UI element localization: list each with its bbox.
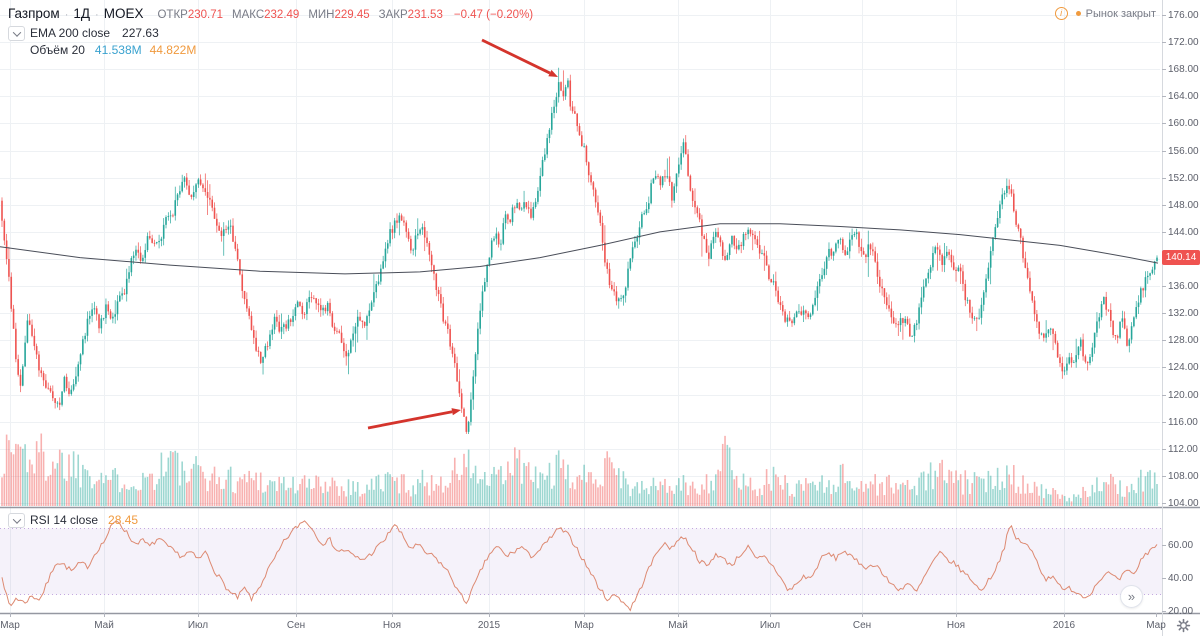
rsi-value: 28.45 (108, 513, 139, 527)
time-tick-label: Ноя (382, 620, 402, 631)
price-tick-label: 164.00 (1168, 91, 1199, 103)
time-tick-label: Ноя (946, 620, 966, 631)
rsi-collapse-button[interactable] (8, 513, 25, 528)
symbol-header: Газпром · 1Д · MOEX ОТКР230.71 МАКС232.49… (8, 6, 533, 21)
rsi-label: RSI 14 close (30, 513, 99, 527)
info-icon[interactable]: i (1054, 7, 1068, 20)
price-tick-label: 124.00 (1168, 362, 1199, 374)
last-price-tag: 140.14 (1162, 250, 1200, 265)
market-status-label: Рынок закрыт (1085, 7, 1156, 20)
price-tick-label: 148.00 (1168, 199, 1199, 211)
price-tick-label: 156.00 (1168, 145, 1199, 157)
rsi-tick-label: 20.00 (1168, 606, 1194, 617)
legend-collapse-button[interactable] (8, 26, 25, 41)
ema-label: EMA 200 close (30, 26, 111, 40)
chevron-down-icon (12, 27, 21, 37)
time-tick-label: Июл (187, 620, 209, 631)
high-value: 232.49 (264, 9, 300, 21)
volume-label: Объём 20 (30, 43, 85, 57)
rsi-tick-label: 60.00 (1168, 540, 1194, 551)
gear-icon[interactable] (1176, 618, 1191, 633)
open-label: ОТКР (157, 9, 188, 21)
price-tick-label: 108.00 (1168, 470, 1199, 482)
expand-indicator-button[interactable]: » (1120, 585, 1143, 608)
price-tick-label: 160.00 (1168, 118, 1199, 130)
price-tick-label: 152.00 (1168, 172, 1199, 184)
time-tick-label: Мар (1146, 620, 1166, 631)
volume-value: 41.538M (94, 43, 142, 57)
price-tick-label: 176.00 (1168, 10, 1199, 21)
time-tick-label: 2016 (1052, 620, 1076, 631)
close-label: ЗАКР (378, 9, 408, 21)
price-tick-label: 136.00 (1168, 281, 1199, 293)
price-tick-label: 132.00 (1168, 308, 1199, 320)
symbol-name[interactable]: Газпром (8, 6, 60, 21)
separator-dot: · (64, 9, 69, 21)
time-tick-label: Сен (286, 620, 306, 631)
interval-label[interactable]: 1Д (73, 6, 91, 21)
separator-dot: · (95, 9, 99, 21)
market-status: i Рынок закрыт (1054, 7, 1156, 20)
price-tick-label: 128.00 (1168, 335, 1199, 347)
market-status-dot (1075, 11, 1081, 16)
price-tick-label: 116.00 (1168, 416, 1198, 428)
price-tick-label: 168.00 (1168, 64, 1199, 76)
time-tick-label: Май (94, 620, 114, 631)
time-tick-label: 2015 (477, 620, 501, 631)
price-tick-label: 112.00 (1168, 443, 1198, 455)
ohlc-values: ОТКР230.71 МАКС232.49 МИН229.45 ЗАКР231.53−… (157, 9, 533, 21)
price-tick-label: 144.00 (1168, 226, 1199, 238)
volume-legend-row[interactable]: Объём 20 41.538M 44.822M (30, 43, 196, 57)
ema-value: 227.63 (122, 26, 159, 40)
time-tick-label: Июл (759, 620, 781, 631)
open-value: 230.71 (187, 9, 224, 21)
rsi-legend-row[interactable]: RSI 14 close 28.45 (30, 513, 138, 527)
rsi-tick-label: 40.00 (1168, 573, 1194, 584)
high-label: МАКС (232, 9, 265, 21)
price-tick-label: 172.00 (1168, 37, 1199, 49)
time-tick-label: Мар (0, 620, 20, 631)
exchange-label[interactable]: MOEX (103, 6, 144, 21)
time-tick-label: Мар (574, 620, 594, 631)
time-tick-label: Сен (852, 620, 872, 631)
close-value: 231.53 (407, 9, 443, 21)
chevron-down-icon (12, 514, 21, 524)
volume-ma-value: 44.822M (149, 43, 197, 57)
ema-legend-row[interactable]: EMA 200 close 227.63 (30, 26, 159, 40)
price-tick-label: 104.00 (1168, 498, 1199, 509)
change-value: −0.47 (−0.20%) (453, 9, 534, 21)
low-value: 229.45 (334, 9, 370, 21)
time-tick-label: Май (668, 620, 688, 631)
low-label: МИН (308, 9, 335, 21)
price-tick-label: 120.00 (1168, 389, 1199, 401)
